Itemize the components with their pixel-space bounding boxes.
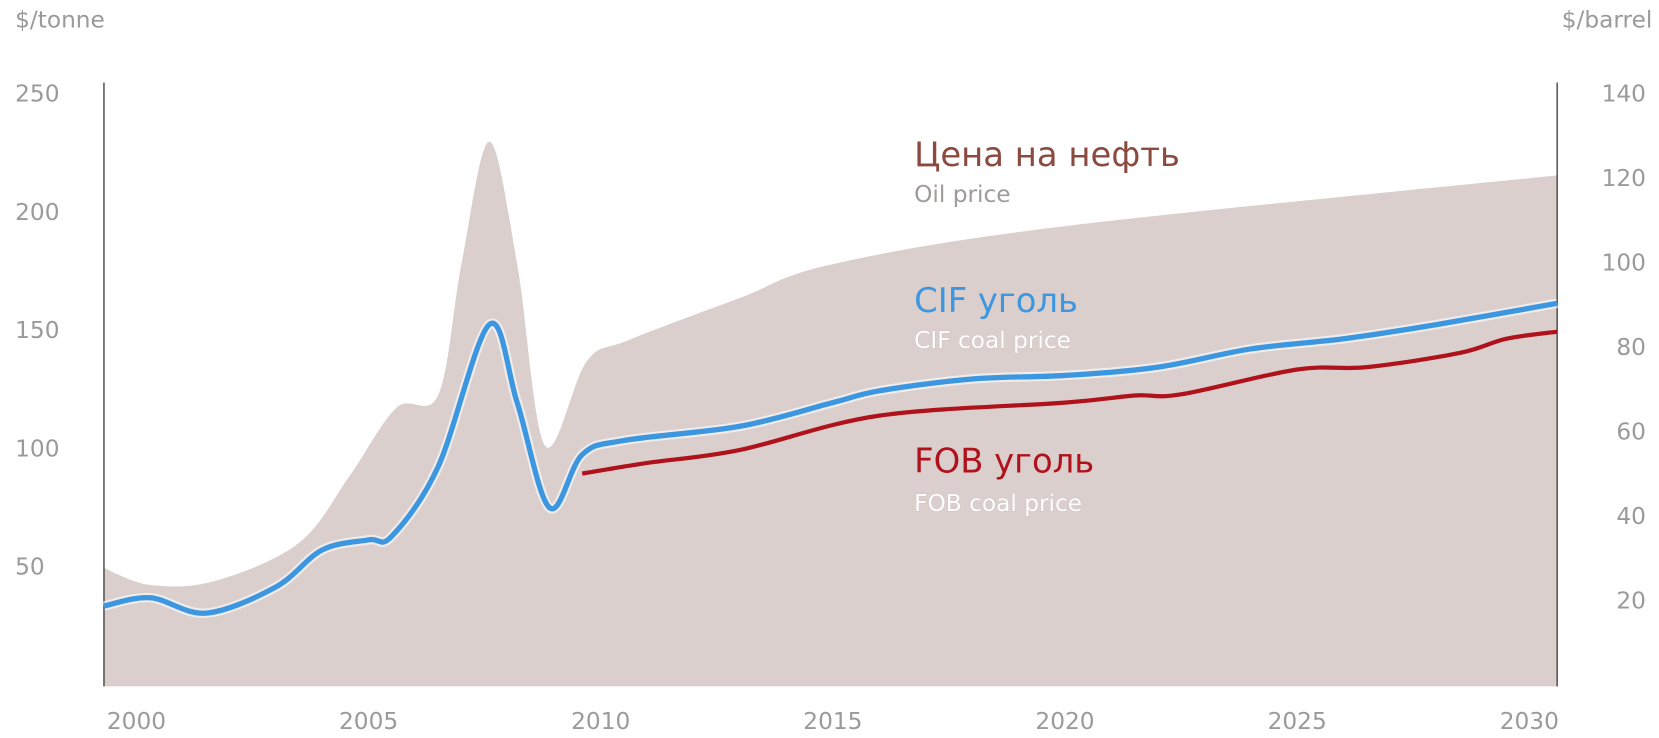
y2-axis-label: $/barrel — [1562, 7, 1653, 34]
line — [103, 300, 1558, 616]
x-tick-label: 2015 — [803, 708, 862, 734]
area — [103, 141, 1558, 687]
y-tick-label: 250 — [15, 81, 59, 108]
x-tick-label: 2000 — [107, 708, 166, 734]
y-tick-label: 200 — [15, 199, 59, 226]
y2-tick-label: 20 — [1616, 587, 1646, 614]
x-tick-label: 2005 — [339, 708, 398, 734]
y2-tick-label: 140 — [1602, 81, 1646, 108]
y-tick-label: 100 — [15, 435, 59, 462]
legend-entry: CIF уголь — [914, 281, 1078, 320]
legend-entry: Цена на нефть — [914, 135, 1180, 174]
y2-tick-label: 60 — [1616, 419, 1646, 446]
legend-entry: FOB уголь — [914, 442, 1094, 481]
legend-subtitle: Oil price — [914, 181, 1010, 208]
y2-tick-label: 120 — [1602, 165, 1646, 192]
legend-subtitle: CIF coal price — [914, 327, 1071, 354]
legend-subtitle: FOB coal price — [914, 490, 1082, 517]
x-tick-label: 2025 — [1268, 708, 1327, 734]
x-tick-label: 2010 — [571, 708, 630, 734]
y2-tick-label: 100 — [1602, 250, 1646, 277]
x-tick-label: 2030 — [1500, 708, 1559, 734]
y2-tick-label: 40 — [1616, 503, 1646, 530]
y-tick-label: 150 — [15, 317, 59, 344]
y2-tick-label: 80 — [1616, 334, 1646, 361]
y-tick-label: 50 — [15, 554, 45, 581]
y-axis-label: $/tonne — [15, 7, 105, 34]
x-tick-label: 2020 — [1035, 708, 1094, 734]
line — [581, 329, 1558, 476]
